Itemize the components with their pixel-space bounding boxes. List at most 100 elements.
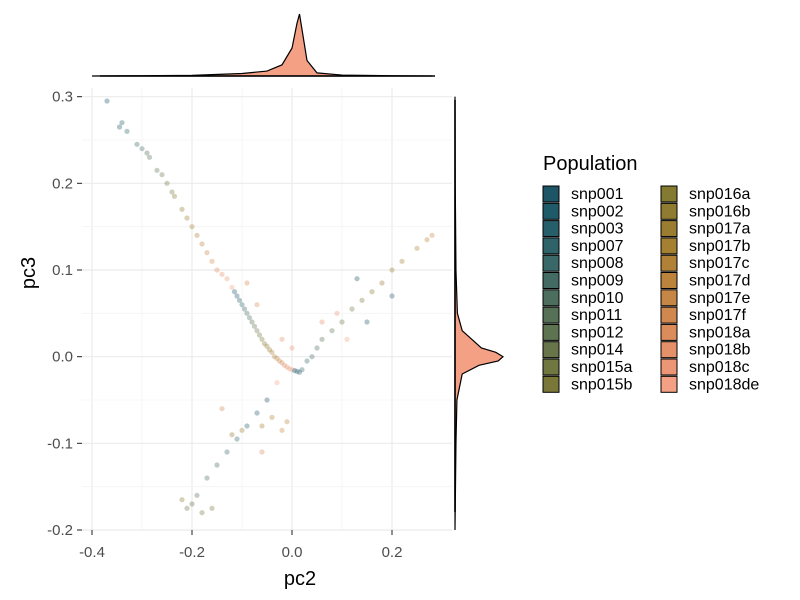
legend-swatch (660, 220, 678, 238)
data-point (251, 323, 258, 329)
data-point (259, 423, 265, 429)
y-tick-label: 0.1 (52, 262, 73, 279)
legend-label: snp010 (571, 290, 624, 307)
legend-swatch (542, 272, 560, 289)
data-point (276, 358, 283, 364)
data-point (269, 414, 275, 420)
data-point (219, 406, 225, 412)
data-point (334, 310, 340, 316)
legend-swatch (660, 358, 678, 376)
legend-label: snp017e (689, 290, 750, 307)
data-point (429, 232, 435, 238)
legend-swatch (542, 185, 560, 203)
data-point (286, 366, 293, 372)
data-point (414, 245, 420, 251)
data-point (134, 141, 140, 147)
data-point (241, 306, 248, 312)
legend-swatch (542, 237, 560, 255)
data-point (194, 232, 200, 238)
legend-label: snp017c (689, 255, 750, 272)
x-density-curve (91, 13, 433, 77)
legend-swatch (542, 220, 560, 238)
data-point (236, 297, 243, 303)
data-point (279, 427, 285, 433)
legend-swatch (660, 341, 678, 359)
x-tick-label: 0.0 (282, 544, 303, 561)
y-tick-label: 0.3 (52, 89, 73, 106)
legend-swatch (660, 237, 678, 255)
legend-swatch (660, 185, 678, 203)
data-point (304, 358, 310, 364)
data-point (299, 367, 305, 373)
data-point (224, 449, 230, 455)
data-point (214, 462, 220, 468)
data-point (379, 280, 385, 286)
legend-label: snp015a (571, 359, 632, 376)
y-density-marginal (454, 96, 505, 531)
data-point (354, 276, 360, 282)
data-point (319, 336, 325, 342)
data-point (264, 343, 270, 349)
data-point (314, 345, 320, 351)
data-point (179, 497, 185, 503)
data-point (279, 336, 285, 342)
data-point (254, 302, 260, 308)
data-point (344, 336, 350, 342)
legend-label: snp007 (571, 238, 624, 255)
data-point (154, 167, 160, 173)
data-point (274, 380, 280, 386)
legend-label: snp009 (571, 273, 624, 290)
data-point (369, 289, 375, 295)
data-point (139, 146, 145, 152)
legend-swatch (660, 375, 678, 393)
legend-swatch (660, 272, 678, 289)
data-point (204, 250, 210, 256)
legend: snp001snp002snp003snp007snp008snp009snp0… (542, 185, 759, 393)
y-tick-label: 0.2 (52, 175, 73, 192)
data-point (239, 427, 245, 433)
legend-label: snp017d (689, 273, 750, 290)
x-axis-title: pc2 (284, 568, 316, 590)
data-point (169, 189, 175, 195)
data-point (204, 475, 210, 481)
data-point (319, 319, 325, 325)
data-point (184, 215, 190, 221)
scatter-points (104, 98, 435, 516)
legend-swatch (542, 202, 560, 220)
legend-label: snp016a (689, 186, 750, 203)
legend-swatch (542, 323, 560, 341)
legend-label: snp018c (689, 359, 750, 376)
data-point (399, 258, 405, 264)
data-point (189, 501, 195, 507)
legend-title: Population (543, 153, 638, 175)
data-point (244, 280, 250, 286)
data-point (281, 362, 288, 368)
data-point (271, 354, 278, 360)
data-point (159, 172, 165, 178)
data-point (296, 369, 303, 375)
legend-label: snp003 (571, 221, 624, 238)
data-point (339, 319, 345, 325)
legend-label: snp018de (689, 376, 759, 393)
x-tick-label: 0.2 (382, 544, 403, 561)
legend-label: snp017a (689, 221, 750, 238)
y-density-curve (454, 96, 505, 531)
data-point (349, 306, 355, 312)
legend-label: snp017b (689, 238, 750, 255)
data-point (261, 341, 268, 347)
legend-swatch (542, 306, 560, 324)
data-point (144, 150, 150, 156)
data-point (214, 267, 220, 273)
legend-swatch (660, 254, 678, 272)
x-tick-label: -0.2 (179, 544, 205, 561)
data-point (364, 319, 370, 325)
data-point (219, 271, 225, 277)
legend-label: snp018b (689, 342, 750, 359)
data-point (244, 310, 250, 316)
x-axis-ticks: -0.4 -0.2 0.0 0.2 (79, 530, 402, 561)
legend-label: snp015b (571, 376, 632, 393)
legend-label: snp016b (689, 203, 750, 220)
data-point (116, 124, 123, 130)
y-tick-label: 0.0 (52, 349, 73, 366)
